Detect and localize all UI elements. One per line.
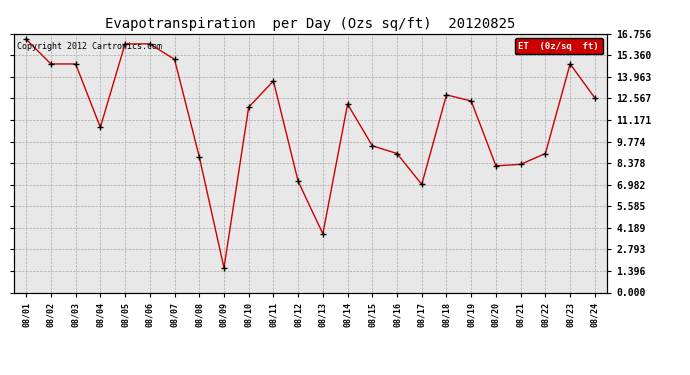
Text: Copyright 2012 Cartronics.com: Copyright 2012 Cartronics.com: [17, 42, 161, 51]
Legend: ET  (0z/sq  ft): ET (0z/sq ft): [515, 38, 602, 54]
Title: Evapotranspiration  per Day (Ozs sq/ft)  20120825: Evapotranspiration per Day (Ozs sq/ft) 2…: [106, 17, 515, 31]
